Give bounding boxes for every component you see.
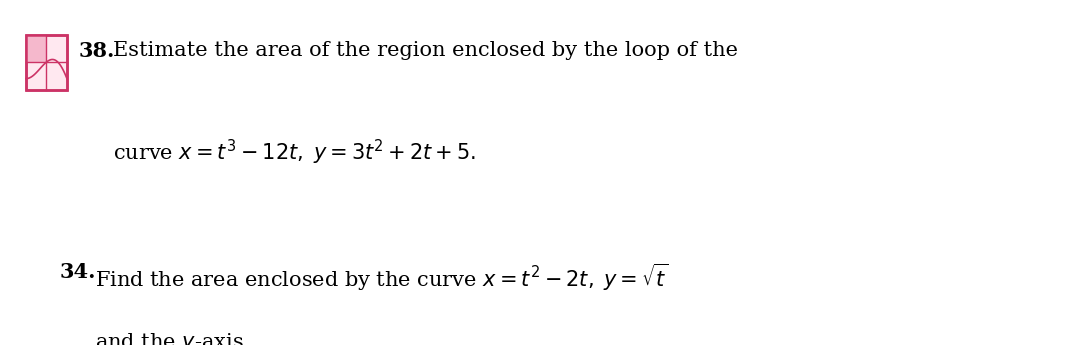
Bar — [26, 34, 46, 62]
Text: Find the area enclosed by the curve $x = t^2 - 2t,\; y = \sqrt{t}$: Find the area enclosed by the curve $x =… — [95, 262, 669, 294]
Text: Estimate the area of the region enclosed by the loop of the: Estimate the area of the region enclosed… — [113, 41, 739, 60]
Bar — [26, 34, 67, 90]
Text: 38.: 38. — [79, 41, 116, 61]
Bar — [26, 34, 67, 90]
Text: curve $x = t^3 - 12t,\; y = 3t^2 + 2t + 5.$: curve $x = t^3 - 12t,\; y = 3t^2 + 2t + … — [113, 138, 476, 167]
Text: and the $y$-axis.: and the $y$-axis. — [95, 331, 249, 345]
Text: 34.: 34. — [59, 262, 96, 282]
